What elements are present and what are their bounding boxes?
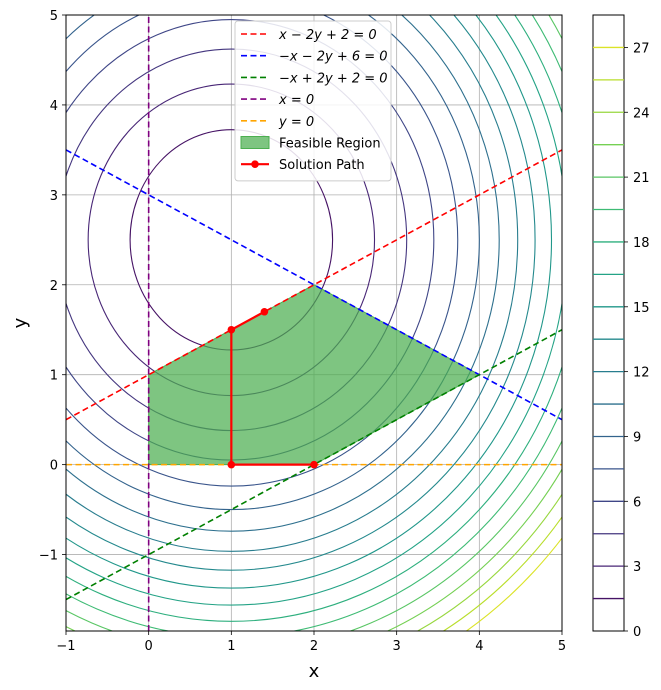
x-tick-label: 4 bbox=[475, 639, 483, 654]
colorbar-tick-label: 15 bbox=[633, 301, 650, 316]
colorbar-tick-label: 12 bbox=[633, 366, 650, 381]
solution-point bbox=[260, 307, 269, 316]
contour-level bbox=[66, 15, 552, 589]
y-axis-ticks: −1 0 1 2 3 4 5 bbox=[39, 9, 66, 564]
x-tick-label: 0 bbox=[145, 639, 153, 654]
contour-level bbox=[66, 15, 536, 571]
legend-label: −x + 2y + 2 = 0 bbox=[279, 71, 388, 86]
colorbar-tick-label: 27 bbox=[633, 41, 650, 56]
contour-level bbox=[66, 15, 500, 532]
legend-region-swatch bbox=[240, 136, 270, 149]
y-tick-label: 5 bbox=[50, 9, 58, 24]
legend-label: y = 0 bbox=[278, 115, 314, 130]
legend-label: x − 2y + 2 = 0 bbox=[278, 28, 377, 43]
x-axis-ticks: −1 0 1 2 3 4 5 bbox=[56, 631, 566, 654]
contour-level bbox=[66, 15, 519, 552]
solution-point bbox=[227, 460, 236, 469]
x-tick-label: 2 bbox=[310, 639, 318, 654]
colorbar-tick-label: 24 bbox=[633, 106, 650, 121]
contour-level bbox=[66, 15, 562, 622]
contour-level bbox=[66, 15, 480, 511]
y-tick-label: 3 bbox=[50, 189, 58, 204]
colorbar-tick-label: 0 bbox=[633, 625, 641, 640]
contour-level bbox=[66, 15, 459, 487]
y-tick-label: 2 bbox=[50, 279, 58, 294]
colorbar: 0 3 6 9 12 15 18 21 24 27 bbox=[592, 14, 650, 640]
constraint-line bbox=[66, 149, 562, 421]
x-tick-label: 3 bbox=[393, 639, 401, 654]
x-axis-label: x bbox=[309, 661, 320, 682]
x-tick-label: 1 bbox=[227, 639, 235, 654]
colorbar-tick-label: 6 bbox=[633, 495, 641, 510]
legend: x − 2y + 2 = 0 −x − 2y + 6 = 0 −x + 2y + 2… bbox=[234, 20, 392, 182]
contour-level bbox=[66, 15, 562, 606]
legend-box bbox=[234, 20, 392, 182]
colorbar-tick-label: 9 bbox=[633, 430, 641, 445]
colorbar-tick-label: 21 bbox=[633, 171, 650, 186]
colorbar-tick-label: 18 bbox=[633, 236, 650, 251]
solution-path bbox=[227, 307, 318, 469]
y-tick-label: 4 bbox=[50, 99, 58, 114]
solution-point bbox=[227, 325, 236, 334]
legend-label: x = 0 bbox=[278, 93, 314, 108]
legend-label: −x − 2y + 6 = 0 bbox=[279, 50, 388, 65]
y-axis-label: y bbox=[10, 317, 31, 328]
x-tick-label: 5 bbox=[558, 639, 566, 654]
legend-path-marker bbox=[251, 160, 259, 168]
y-tick-label: −1 bbox=[39, 549, 58, 564]
solution-point bbox=[310, 460, 318, 469]
constraint-line bbox=[66, 329, 562, 601]
y-tick-label: 0 bbox=[50, 459, 58, 474]
legend-label: Solution Path bbox=[279, 158, 365, 173]
colorbar-tick-label: 3 bbox=[633, 560, 641, 575]
colorbar-frame bbox=[592, 14, 625, 632]
solution-path-line bbox=[230, 310, 314, 466]
legend-label: Feasible Region bbox=[279, 137, 381, 152]
x-tick-label: −1 bbox=[56, 639, 75, 654]
y-tick-label: 1 bbox=[50, 369, 58, 384]
